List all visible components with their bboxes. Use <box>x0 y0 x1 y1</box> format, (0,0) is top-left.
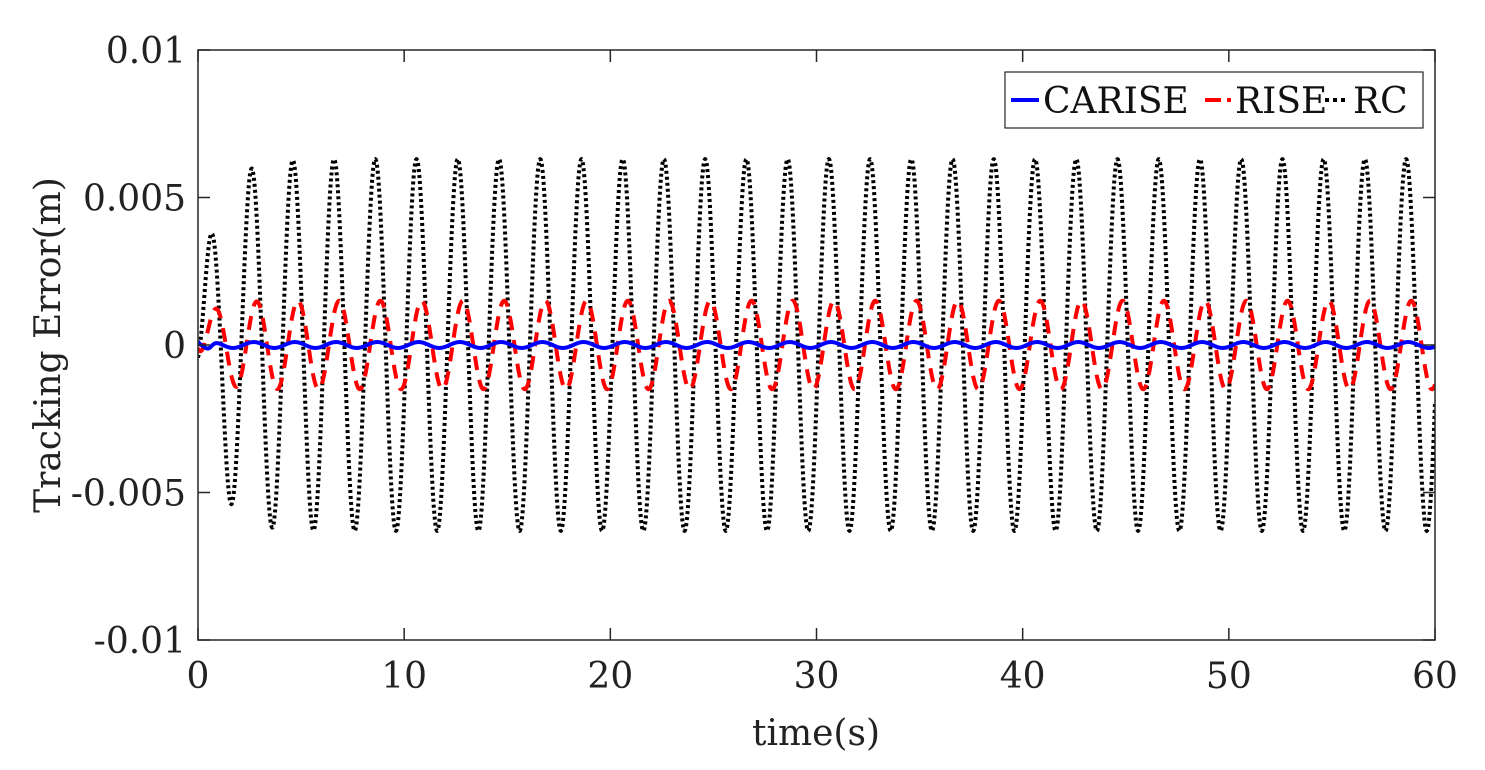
y-axis-title: Tracking Error(m) <box>28 177 69 513</box>
x-tick-label: 30 <box>794 656 840 697</box>
x-tick-label: 60 <box>1412 656 1458 697</box>
legend-label-rc: RC <box>1353 81 1408 122</box>
x-tick-label: 50 <box>1206 656 1252 697</box>
x-axis-title: time(s) <box>752 713 880 754</box>
x-tick-label: 40 <box>1000 656 1046 697</box>
legend-label-carise: CARISE <box>1043 81 1189 122</box>
legend: CARISE RISE RC <box>1004 71 1424 129</box>
x-tick-label: 20 <box>587 656 633 697</box>
series-line-rise <box>198 298 1435 392</box>
y-tick-label: -0.005 <box>71 474 186 515</box>
x-tick-label: 0 <box>187 656 210 697</box>
legend-label-rise: RISE <box>1235 81 1327 122</box>
axes-layer: 0 10 20 30 40 50 60 -0.01 -0.005 0 0.005 0.01 <box>71 31 1458 697</box>
y-tick-label: 0.005 <box>83 179 186 220</box>
y-tick-label: 0 <box>163 326 186 367</box>
x-tick-label: 10 <box>381 656 427 697</box>
y-tick-label: -0.01 <box>94 621 186 662</box>
y-tick-label: 0.01 <box>106 31 186 72</box>
series-layer <box>198 157 1435 533</box>
series-line-rc <box>198 157 1435 533</box>
series-line-carise <box>198 339 1435 351</box>
